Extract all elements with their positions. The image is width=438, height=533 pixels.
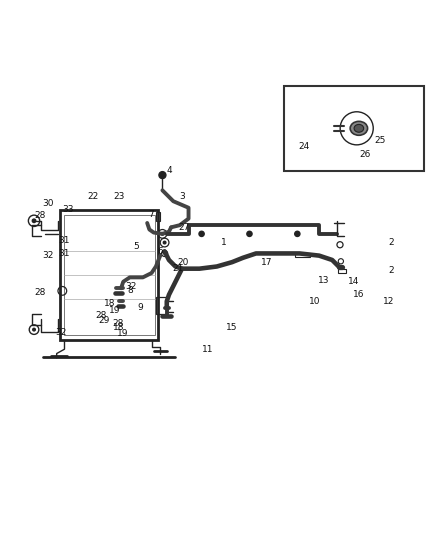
Text: 15: 15: [226, 323, 238, 332]
Text: 12: 12: [383, 297, 395, 306]
Text: 20: 20: [178, 257, 189, 266]
Text: 6: 6: [157, 247, 163, 256]
Text: 33: 33: [62, 205, 73, 214]
Text: 28: 28: [112, 319, 124, 328]
Bar: [64, 215, 155, 335]
Bar: [338, 269, 346, 273]
Circle shape: [159, 172, 166, 179]
Text: 32: 32: [56, 328, 67, 337]
Text: 16: 16: [353, 290, 364, 300]
Text: 3: 3: [179, 192, 185, 201]
Circle shape: [247, 231, 252, 237]
Text: 32: 32: [43, 251, 54, 260]
Circle shape: [161, 232, 164, 235]
Text: 5: 5: [134, 243, 139, 252]
Text: 21: 21: [172, 264, 184, 273]
Text: 14: 14: [348, 277, 360, 286]
Circle shape: [164, 253, 166, 254]
Bar: [60, 210, 158, 341]
Text: 28: 28: [34, 288, 46, 297]
Text: 18: 18: [104, 299, 116, 308]
Bar: [156, 297, 167, 314]
Text: 32: 32: [125, 281, 137, 290]
Text: 19: 19: [109, 306, 120, 316]
Text: 22: 22: [87, 192, 99, 201]
Text: 13: 13: [318, 276, 329, 285]
Text: 10: 10: [309, 297, 321, 306]
Text: 1: 1: [220, 238, 226, 247]
Text: 31: 31: [58, 249, 69, 258]
Text: 27: 27: [179, 223, 190, 232]
Bar: [295, 253, 311, 257]
Text: 9: 9: [138, 303, 144, 312]
Text: 7: 7: [148, 210, 155, 219]
Text: 28: 28: [34, 211, 46, 220]
Ellipse shape: [354, 124, 364, 132]
Text: 23: 23: [113, 192, 124, 201]
Bar: [284, 86, 424, 171]
Text: 4: 4: [166, 166, 172, 175]
Circle shape: [33, 328, 35, 331]
Text: 24: 24: [298, 142, 310, 151]
Circle shape: [32, 219, 36, 223]
Text: 26: 26: [359, 150, 371, 159]
Text: 25: 25: [374, 136, 386, 145]
Ellipse shape: [350, 122, 367, 135]
Text: 18: 18: [113, 323, 125, 332]
Bar: [156, 212, 160, 221]
Text: 19: 19: [117, 329, 128, 338]
Text: 29: 29: [98, 317, 110, 326]
Text: 30: 30: [42, 199, 54, 208]
Text: 2: 2: [388, 266, 394, 276]
Text: 31: 31: [58, 236, 69, 245]
Circle shape: [199, 231, 204, 237]
Text: 11: 11: [202, 345, 214, 354]
Circle shape: [163, 241, 166, 244]
Text: 8: 8: [127, 286, 133, 295]
Text: 2: 2: [388, 238, 394, 247]
Circle shape: [295, 231, 300, 237]
Text: 28: 28: [95, 311, 106, 320]
Text: 17: 17: [261, 257, 272, 266]
